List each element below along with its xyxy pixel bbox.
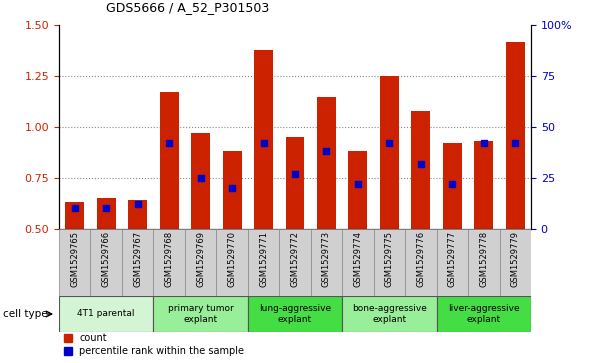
Point	[259, 140, 268, 146]
Text: bone-aggressive
explant: bone-aggressive explant	[352, 304, 427, 324]
Text: GSM1529778: GSM1529778	[479, 231, 489, 287]
Text: GSM1529767: GSM1529767	[133, 231, 142, 287]
Bar	[317, 97, 336, 229]
Point	[133, 201, 142, 207]
Text: GSM1529775: GSM1529775	[385, 231, 394, 287]
Bar	[342, 296, 437, 332]
Point	[416, 161, 425, 167]
Bar	[59, 296, 153, 332]
Bar	[349, 151, 368, 229]
Text: GSM1529772: GSM1529772	[290, 231, 300, 287]
Legend: count, percentile rank within the sample: count, percentile rank within the sample	[64, 333, 244, 356]
Bar	[311, 229, 342, 296]
Text: primary tumor
explant: primary tumor explant	[168, 304, 234, 324]
Point	[510, 140, 520, 146]
Bar	[128, 200, 147, 229]
Bar	[468, 229, 500, 296]
Text: GSM1529765: GSM1529765	[70, 231, 79, 287]
Text: GDS5666 / A_52_P301503: GDS5666 / A_52_P301503	[106, 1, 270, 15]
Bar	[380, 76, 399, 229]
Text: GSM1529766: GSM1529766	[101, 231, 111, 287]
Point	[353, 181, 363, 187]
Bar	[90, 229, 122, 296]
Bar	[443, 143, 462, 229]
Text: GSM1529779: GSM1529779	[511, 231, 520, 287]
Bar	[217, 229, 248, 296]
Text: cell type: cell type	[3, 309, 48, 319]
Point	[322, 148, 331, 154]
Point	[290, 171, 300, 177]
Text: lung-aggressive
explant: lung-aggressive explant	[259, 304, 331, 324]
Text: GSM1529771: GSM1529771	[259, 231, 268, 287]
Point	[448, 181, 457, 187]
Text: GSM1529777: GSM1529777	[448, 231, 457, 287]
Bar	[405, 229, 437, 296]
Bar	[342, 229, 373, 296]
Bar	[122, 229, 153, 296]
Bar	[437, 229, 468, 296]
Text: liver-aggressive
explant: liver-aggressive explant	[448, 304, 520, 324]
Text: GSM1529773: GSM1529773	[322, 231, 331, 287]
Bar	[97, 198, 116, 229]
Bar	[222, 151, 241, 229]
Bar	[279, 229, 311, 296]
Bar	[65, 202, 84, 229]
Bar	[185, 229, 217, 296]
Text: GSM1529769: GSM1529769	[196, 231, 205, 287]
Point	[165, 140, 174, 146]
Bar	[437, 296, 531, 332]
Bar	[286, 137, 304, 229]
Bar	[506, 42, 525, 229]
Text: GSM1529768: GSM1529768	[165, 231, 173, 287]
Bar	[153, 229, 185, 296]
Point	[196, 175, 205, 181]
Bar	[153, 296, 248, 332]
Bar	[411, 111, 430, 229]
Bar	[160, 93, 179, 229]
Text: GSM1529770: GSM1529770	[228, 231, 237, 287]
Bar	[59, 229, 90, 296]
Point	[70, 205, 80, 211]
Bar	[474, 141, 493, 229]
Bar	[248, 229, 279, 296]
Text: GSM1529774: GSM1529774	[353, 231, 362, 287]
Bar	[248, 296, 342, 332]
Text: GSM1529776: GSM1529776	[417, 231, 425, 287]
Bar	[254, 50, 273, 229]
Point	[227, 185, 237, 191]
Bar	[373, 229, 405, 296]
Bar	[500, 229, 531, 296]
Point	[101, 205, 111, 211]
Point	[479, 140, 489, 146]
Text: 4T1 parental: 4T1 parental	[77, 310, 135, 318]
Bar	[191, 133, 210, 229]
Point	[385, 140, 394, 146]
